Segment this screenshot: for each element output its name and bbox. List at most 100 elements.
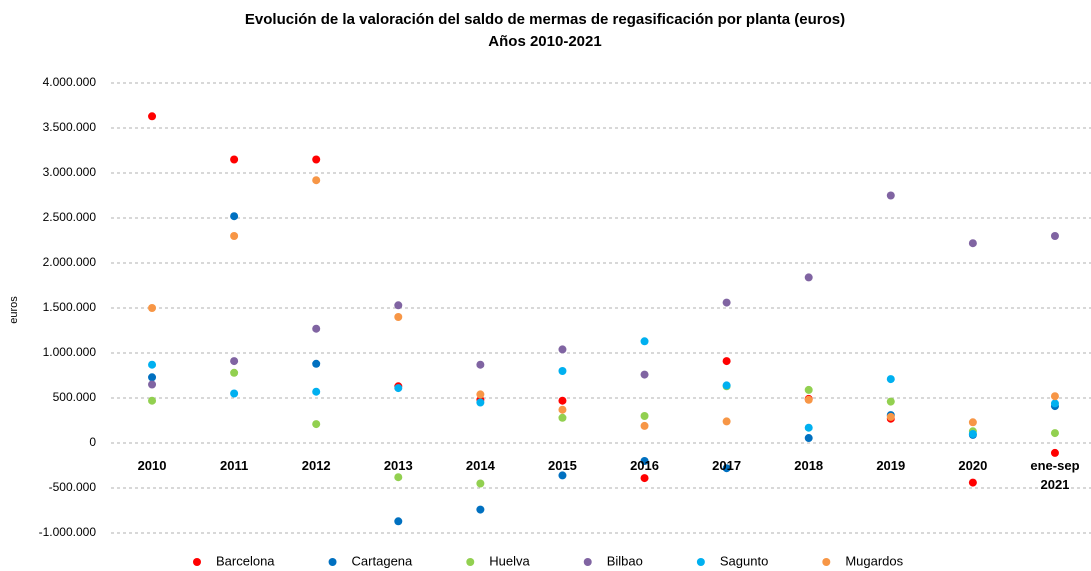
point <box>312 155 321 164</box>
y-tick-label: 4.000.000 <box>43 75 97 89</box>
x-tick-label: 2015 <box>547 458 577 473</box>
x-tick-label: 2012 <box>301 458 331 473</box>
point <box>640 474 649 483</box>
point <box>230 357 239 366</box>
legend-marker <box>583 558 592 566</box>
point <box>148 304 157 312</box>
legend-marker <box>696 558 705 566</box>
point <box>968 478 977 487</box>
point <box>476 505 485 514</box>
x-tick-label: 2016 <box>630 458 659 473</box>
point <box>968 418 977 427</box>
point <box>722 298 731 307</box>
point <box>312 324 321 333</box>
x-tick-label: 2010 <box>137 458 167 473</box>
legend-marker <box>822 558 831 566</box>
point <box>558 405 567 414</box>
point <box>1050 448 1059 457</box>
point <box>230 368 239 377</box>
legend-label: Huelva <box>489 553 530 568</box>
point <box>640 370 649 379</box>
y-tick-label: 1.000.000 <box>43 345 97 359</box>
y-tick-label: 500.000 <box>53 390 97 404</box>
point <box>394 301 403 310</box>
point <box>640 421 649 430</box>
y-tick-label: 3.500.000 <box>43 120 97 134</box>
point <box>148 360 157 369</box>
point <box>968 239 977 248</box>
point <box>476 360 485 369</box>
point <box>886 191 895 200</box>
point <box>558 367 567 375</box>
point <box>804 385 813 394</box>
point <box>886 397 895 406</box>
legend-marker <box>466 558 475 566</box>
point <box>394 384 403 393</box>
point <box>230 155 239 164</box>
point <box>558 396 567 405</box>
y-tick-label: 2.000.000 <box>43 255 97 269</box>
point <box>312 176 321 185</box>
legend-marker <box>193 558 201 566</box>
point <box>148 373 157 382</box>
legend-label: Barcelona <box>216 553 275 568</box>
x-tick-label: 2017 <box>712 458 742 473</box>
point <box>476 390 485 399</box>
point <box>1050 232 1059 240</box>
x-tick-label: 2013 <box>383 458 413 473</box>
x-tick-label: ene-sep 2021 <box>1030 458 1080 492</box>
point <box>640 337 649 346</box>
point <box>804 395 813 404</box>
point <box>476 398 485 407</box>
point <box>1050 399 1059 408</box>
point <box>230 389 239 398</box>
point <box>640 412 649 420</box>
y-tick-label: 3.000.000 <box>43 165 97 179</box>
point <box>394 313 403 321</box>
legend-label: Mugardos <box>845 553 903 568</box>
point <box>968 430 977 438</box>
point <box>148 380 157 389</box>
y-tick-label: -1.000.000 <box>39 525 97 539</box>
x-tick-label: 2014 <box>465 458 495 473</box>
point <box>804 423 813 432</box>
y-axis-label: euros <box>8 296 20 324</box>
point <box>476 479 485 488</box>
x-tick-label: 2018 <box>794 458 824 473</box>
point <box>722 417 731 426</box>
point <box>1050 429 1059 438</box>
point <box>886 375 895 384</box>
point <box>312 359 321 368</box>
y-tick-label: 2.500.000 <box>43 210 97 224</box>
x-tick-label: 2011 <box>220 458 249 473</box>
point <box>722 464 731 473</box>
chart-subtitle: Años 2010-2021 <box>488 33 601 50</box>
point <box>148 396 157 405</box>
point <box>148 112 157 121</box>
point <box>886 412 895 421</box>
y-tick-label: -500.000 <box>49 480 97 494</box>
legend-label: Cartagena <box>352 553 413 568</box>
point <box>1050 392 1059 401</box>
point <box>558 413 567 422</box>
point <box>230 212 239 221</box>
point <box>804 434 813 443</box>
point <box>722 357 731 366</box>
point <box>312 420 321 429</box>
x-tick-label: 2020 <box>958 458 988 473</box>
point <box>558 345 567 354</box>
legend-label: Sagunto <box>720 553 768 568</box>
legend-label: Bilbao <box>607 553 643 568</box>
legend-marker <box>328 558 337 566</box>
point <box>312 387 321 396</box>
point <box>804 273 813 282</box>
point <box>394 473 403 482</box>
point <box>722 381 731 390</box>
point <box>230 232 239 240</box>
y-tick-label: 0 <box>89 435 96 449</box>
point <box>394 517 403 526</box>
x-tick-label: 2019 <box>876 458 906 473</box>
point <box>640 457 649 465</box>
